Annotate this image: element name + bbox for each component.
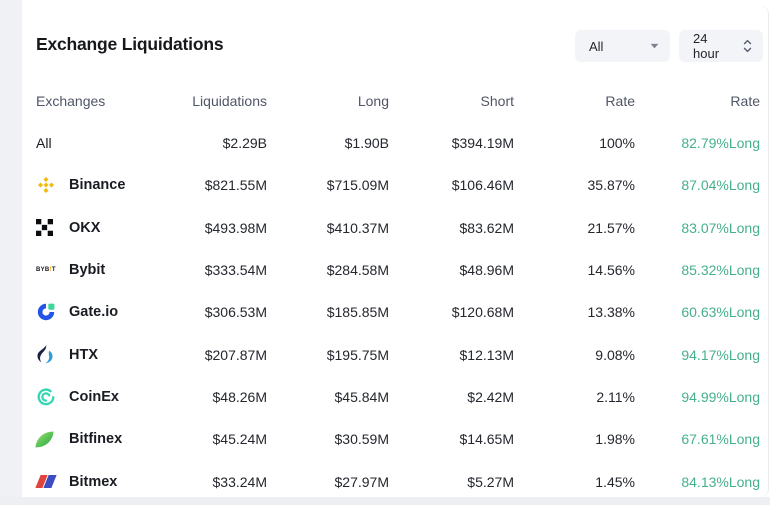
long-cell: $45.84M — [334, 388, 389, 405]
page-background-strip — [0, 0, 22, 505]
table-row[interactable]: Gate.io $306.53M $185.85M $120.68M 13.38… — [36, 291, 760, 333]
rate-cell: 1.45% — [595, 473, 635, 490]
table-row[interactable]: All $2.29B $1.90B $394.19M 100% 82.79%Lo… — [36, 122, 760, 164]
table-row[interactable]: Binance $821.55M $715.09M $106.46M 35.87… — [36, 164, 760, 206]
table-row[interactable]: BYB!T Bybit $333.54M $284.58M $48.96M 14… — [36, 249, 760, 291]
liquidations-table: Exchanges Liquidations Long Short Rate R… — [35, 80, 760, 497]
short-cell: $14.65M — [459, 431, 514, 448]
bitmex-icon — [35, 472, 60, 492]
exchange-name: Bitmex — [69, 473, 118, 490]
short-cell: $2.42M — [467, 388, 514, 405]
okx-icon — [36, 218, 60, 238]
exchange-name: HTX — [69, 346, 98, 363]
long-cell: $284.58M — [326, 262, 389, 279]
binance-icon — [36, 175, 60, 195]
long-rate-cell: 84.13%Long — [681, 473, 760, 490]
table-body: All $2.29B $1.90B $394.19M 100% 82.79%Lo… — [35, 122, 760, 497]
long-cell: $30.59M — [334, 431, 389, 448]
exchange-cell: Gate.io — [36, 302, 166, 322]
rate-cell: 9.08% — [595, 346, 635, 363]
long-rate-cell: 85.32%Long — [681, 262, 760, 279]
long-rate-cell: 60.63%Long — [681, 304, 760, 321]
table-header-row: Exchanges Liquidations Long Short Rate R… — [36, 80, 760, 122]
rate-cell: 21.57% — [587, 219, 635, 236]
exchange-filter-dropdown[interactable]: All — [575, 30, 670, 62]
liquidations-cell: $48.26M — [212, 388, 267, 405]
exchange-cell: OKX — [36, 218, 166, 238]
exchange-cell: CoinEx — [36, 387, 166, 407]
liquidations-cell: $45.24M — [212, 431, 267, 448]
table-row[interactable]: Bitfinex $45.24M $30.59M $14.65M 1.98% 6… — [35, 418, 760, 460]
liquidations-cell: $207.87M — [204, 346, 267, 363]
rate-cell: 1.98% — [595, 431, 635, 448]
col-header-long: Long — [357, 93, 389, 109]
rate-cell: 2.11% — [596, 388, 635, 405]
exchange-cell: All — [36, 135, 166, 151]
timeframe-filter-dropdown[interactable]: 24 hour — [679, 30, 763, 62]
col-header-exchanges: Exchanges — [36, 93, 106, 109]
exchange-cell: BYB!T Bybit — [36, 260, 166, 280]
rate-cell: 100% — [599, 135, 635, 152]
short-cell: $394.19M — [451, 135, 514, 152]
page-background-strip-bottom — [0, 497, 770, 505]
table-row[interactable]: OKX $493.98M $410.37M $83.62M 21.57% 83.… — [36, 207, 760, 249]
liquidations-cell: $821.55M — [204, 177, 267, 194]
exchange-name: Gate.io — [69, 304, 119, 321]
long-cell: $715.09M — [326, 177, 389, 194]
coinex-icon — [36, 387, 60, 407]
col-header-short: Short — [480, 93, 514, 109]
table-row[interactable]: CoinEx $48.26M $45.84M $2.42M 2.11% 94.9… — [36, 376, 760, 418]
long-cell: $410.37M — [326, 219, 389, 236]
col-header-rate: Rate — [605, 93, 635, 109]
gateio-icon — [36, 302, 60, 322]
short-cell: $12.13M — [459, 346, 514, 363]
exchange-name: OKX — [69, 219, 101, 236]
liquidations-cell: $2.29B — [222, 135, 267, 152]
exchange-name: CoinEx — [69, 388, 119, 405]
caret-updown-icon — [743, 39, 752, 53]
bybit-icon: BYB!T — [36, 267, 56, 274]
long-rate-cell: 94.99%Long — [681, 388, 760, 405]
col-header-liquidations: Liquidations — [192, 93, 267, 109]
rate-cell: 14.56% — [587, 262, 635, 279]
timeframe-filter-value: 24 hour — [693, 31, 720, 61]
short-cell: $120.68M — [451, 304, 514, 321]
long-cell: $185.85M — [326, 304, 389, 321]
exchange-cell: HTX — [36, 344, 166, 365]
exchange-name: Bybit — [69, 262, 106, 279]
long-rate-cell: 82.79%Long — [681, 135, 760, 152]
exchange-cell: Binance — [36, 175, 166, 195]
short-cell: $106.46M — [451, 177, 514, 194]
rate-cell: 35.87% — [587, 177, 635, 194]
exchange-name: Binance — [69, 177, 126, 194]
exchange-name: All — [36, 135, 52, 152]
bitfinex-icon — [35, 429, 60, 449]
col-header-long-rate: Rate — [730, 93, 760, 109]
exchange-liquidations-card: Exchange Liquidations All 24 hour Exchan… — [22, 6, 769, 497]
exchange-cell: Bitfinex — [35, 429, 166, 449]
long-rate-cell: 83.07%Long — [681, 219, 760, 236]
liquidations-cell: $33.24M — [212, 473, 267, 490]
rate-cell: 13.38% — [587, 304, 635, 321]
short-cell: $5.27M — [467, 473, 514, 490]
liquidations-cell: $306.53M — [204, 304, 267, 321]
liquidations-cell: $333.54M — [204, 262, 267, 279]
long-cell: $1.90B — [344, 135, 389, 152]
long-rate-cell: 67.61%Long — [681, 431, 760, 448]
caret-down-icon — [650, 43, 659, 49]
short-cell: $83.62M — [459, 219, 514, 236]
exchange-name: Bitfinex — [69, 431, 123, 448]
long-rate-cell: 87.04%Long — [681, 177, 760, 194]
table-row[interactable]: Bitmex $33.24M $27.97M $5.27M 1.45% 84.1… — [35, 460, 760, 497]
long-cell: $27.97M — [334, 473, 389, 490]
exchange-cell: Bitmex — [35, 472, 166, 492]
long-cell: $195.75M — [326, 346, 389, 363]
exchange-filter-value: All — [589, 38, 604, 54]
table-row[interactable]: HTX $207.87M $195.75M $12.13M 9.08% 94.1… — [36, 333, 760, 375]
card-title: Exchange Liquidations — [36, 34, 224, 54]
htx-icon — [36, 344, 60, 365]
long-rate-cell: 94.17%Long — [681, 346, 760, 363]
liquidations-cell: $493.98M — [204, 219, 267, 236]
short-cell: $48.96M — [459, 262, 514, 279]
